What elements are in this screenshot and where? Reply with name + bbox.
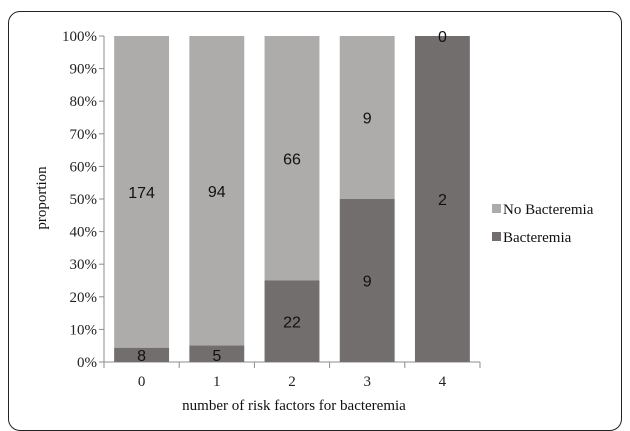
y-tick-label: 70% — [70, 127, 98, 143]
data-label: 5 — [212, 348, 221, 365]
legend: No Bacteremia Bacteremia — [492, 202, 594, 246]
x-tick-label: 0 — [138, 374, 146, 390]
bar-segment — [339, 199, 395, 362]
bars — [114, 36, 470, 362]
y-axis-title: proportion — [34, 166, 50, 230]
data-label: 66 — [283, 151, 301, 168]
bar-segment — [414, 36, 470, 362]
x-axis-title: number of risk factors for bacteremia — [182, 398, 406, 413]
x-axis: 0 1 2 3 4 — [103, 361, 481, 390]
y-tick-label: 80% — [70, 94, 98, 110]
y-tick-label: 100% — [62, 29, 97, 45]
data-label: 9 — [363, 111, 372, 128]
y-tick-label: 50% — [70, 192, 98, 208]
legend-label: Bacteremia — [503, 230, 572, 246]
legend-swatch — [492, 204, 501, 213]
data-labels: 8 174 5 94 22 66 9 9 2 0 — [128, 29, 447, 365]
data-label: 174 — [128, 185, 155, 202]
y-tick-label: 90% — [70, 62, 98, 78]
data-label: 0 — [438, 29, 447, 46]
y-tick-label: 0% — [77, 355, 97, 371]
bar-segment — [114, 36, 170, 348]
x-tick-label: 4 — [439, 374, 447, 390]
x-tick-label: 3 — [363, 374, 371, 390]
bar-segment — [189, 345, 245, 362]
bar-segment — [114, 347, 170, 362]
bar-segment — [339, 36, 395, 199]
bar-segment — [264, 280, 320, 362]
y-tick-label: 20% — [70, 290, 98, 306]
y-axis: 0% 10% 20% 30% 40% 50% 60% 70% 80% 90% 100% — [62, 29, 105, 371]
legend-swatch — [492, 232, 501, 241]
y-tick-label: 30% — [70, 257, 98, 273]
data-label: 9 — [363, 274, 372, 291]
y-tick-label: 60% — [70, 159, 98, 175]
y-tick-label: 40% — [70, 225, 98, 241]
data-label: 22 — [283, 314, 301, 331]
data-label: 8 — [137, 348, 146, 365]
x-tick-label: 2 — [288, 374, 296, 390]
x-tick-label: 1 — [213, 374, 221, 390]
bar-segment — [264, 36, 320, 281]
bar-segment — [189, 36, 245, 346]
y-tick-label: 10% — [70, 322, 98, 338]
legend-label: No Bacteremia — [503, 202, 594, 218]
data-label: 2 — [438, 192, 447, 209]
data-label: 94 — [208, 184, 226, 201]
